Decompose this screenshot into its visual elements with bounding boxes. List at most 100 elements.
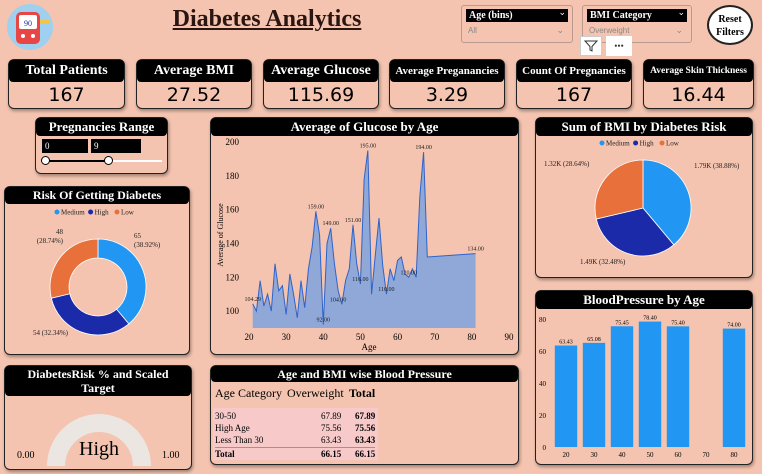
- kpi-label: Average Skin Thickness: [644, 60, 753, 82]
- bar: [666, 326, 690, 447]
- data-label: 75.40: [671, 320, 685, 326]
- data-label: 120.00: [400, 270, 417, 276]
- legend-label: High: [95, 209, 110, 217]
- kpi-value: 167: [48, 84, 85, 106]
- pregnancies-range-title: Pregnancies Range: [36, 118, 167, 136]
- x-tick-label: 30: [282, 332, 292, 342]
- x-tick-label: 70: [703, 451, 711, 459]
- x-tick-label: 80: [731, 451, 739, 459]
- filter-icon[interactable]: [580, 36, 602, 56]
- data-label: 116.00: [352, 277, 368, 283]
- y-tick-label: 80: [539, 316, 547, 324]
- table-row: High Age 75.56 75.56: [215, 423, 375, 433]
- page-title: Diabetes Analytics: [172, 6, 362, 32]
- table-cell: 75.56: [321, 423, 342, 433]
- kpi-label: Average BMI: [137, 60, 251, 82]
- table-row: 30-50 67.89 67.89: [215, 411, 375, 421]
- bp-bar-title: BloodPressure by Age: [536, 291, 752, 309]
- range-min-input[interactable]: 0: [42, 139, 88, 153]
- bar: [722, 328, 746, 447]
- x-tick-label: 50: [647, 451, 655, 459]
- reset-filters-button[interactable]: Reset Filters: [707, 5, 753, 45]
- y-tick-label: 40: [539, 380, 547, 388]
- kpi-value: 167: [555, 84, 593, 106]
- bmi-pie-title: Sum of BMI by Diabetes Risk: [536, 118, 752, 136]
- data-label: 63.43: [559, 340, 573, 346]
- bp-bar-card: BloodPressure by Age 0 20 40 60 80 20 63.43 30 6…: [535, 290, 753, 465]
- funnel-icon: [583, 40, 599, 52]
- data-label: 1.49K (32.48%): [580, 258, 626, 266]
- data-label: 110.00: [378, 287, 394, 293]
- range-slider-min-handle[interactable]: [41, 156, 50, 165]
- x-tick-label: 50: [356, 332, 366, 342]
- table-cell: 67.89: [355, 411, 376, 421]
- age-bins-slicer[interactable]: Age (bins) ⌄ All ⌄: [461, 5, 573, 43]
- table-total-row: Total 66.15 66.15: [215, 447, 375, 459]
- y-tick-label: 160: [226, 205, 240, 215]
- y-tick-label: 0: [543, 444, 547, 452]
- legend-marker: [633, 140, 639, 146]
- table-cell: 66.15: [355, 449, 376, 459]
- table-row: Less Than 30 63.43 63.43: [215, 435, 375, 445]
- glucose-area-card: Average of Glucose by Age 100 120 140 160 18…: [210, 117, 519, 355]
- y-tick-label: 60: [539, 348, 547, 356]
- legend-marker: [599, 140, 605, 146]
- table-cell: 63.43: [321, 435, 342, 445]
- glucometer-icon: 90: [7, 4, 53, 50]
- data-label: 65.08: [587, 337, 601, 343]
- x-tick-label: 90: [505, 332, 515, 342]
- gauge-value-label: High: [79, 438, 119, 460]
- bar: [582, 342, 606, 447]
- legend-marker: [659, 140, 665, 146]
- data-label: 92.00: [317, 318, 331, 324]
- table-header: Age Category Overweight Total: [215, 386, 385, 404]
- y-tick-label: 120: [226, 272, 240, 282]
- y-tick-label: 20: [539, 412, 547, 420]
- kpi-count-pregnancies: Count Of Pregnancies 167: [516, 59, 632, 109]
- x-tick-label: 70: [430, 332, 440, 342]
- table-cell: 63.43: [355, 435, 376, 445]
- table-col-overweight: Overweight: [287, 386, 344, 400]
- kpi-average-bmi: Average BMI 27.52: [136, 59, 252, 109]
- kpi-value: 27.52: [166, 84, 222, 106]
- series-line: [252, 150, 476, 325]
- bar: [554, 345, 578, 447]
- range-max-input[interactable]: 9: [91, 139, 141, 153]
- glucose-area-chart: 100 120 140 160 180 200 20 30 40 50 60 70 80 90 Age Ave…: [216, 137, 515, 352]
- data-label: 195.00: [360, 143, 377, 149]
- chevron-down-icon: ⌄: [558, 7, 566, 17]
- svg-text:90: 90: [24, 19, 32, 28]
- kpi-label: Total Patients: [9, 60, 124, 82]
- app-logo: 90: [4, 2, 56, 52]
- pie-slice: [49, 238, 99, 299]
- legend-label: Medium: [606, 140, 630, 148]
- gauge-title-line-2: Target: [81, 381, 115, 395]
- table-cell: 67.89: [321, 411, 342, 421]
- kpi-value: 16.44: [671, 84, 726, 106]
- kpi-value: 115.69: [287, 84, 355, 106]
- pie-slice: [97, 238, 147, 325]
- data-label: 48: [56, 228, 64, 236]
- table-cell: 75.56: [355, 423, 376, 433]
- bp-table-card: Age and BMI wise Blood Pressure Age Cate…: [210, 365, 519, 465]
- kpi-average-pregnancies: Average Preganancies 3.29: [389, 59, 505, 109]
- data-label: 159.00: [308, 204, 325, 210]
- range-slider-max-handle[interactable]: [104, 156, 113, 165]
- table-body: 30-50 67.89 67.89 High Age 75.56 75.56 L…: [213, 408, 378, 460]
- legend-label: Low: [121, 209, 135, 217]
- risk-donut-title: Risk Of Getting Diabetes: [5, 187, 189, 204]
- legend-label: Low: [666, 140, 680, 148]
- data-label: 78.40: [643, 316, 657, 322]
- age-bins-slicer-label: Age (bins): [466, 9, 568, 22]
- bmi-pie-chart: Medium High Low 1.79K (38.88%) 1.49K (32.48%…: [544, 140, 740, 267]
- y-axis-label: Average of Glucose: [216, 203, 225, 267]
- chevron-down-icon: ⌄: [675, 25, 683, 35]
- data-label: 194.00: [415, 145, 432, 151]
- x-axis-label: Age: [362, 342, 377, 352]
- risk-donut-card: Risk Of Getting Diabetes Medium High Low 65…: [4, 186, 190, 355]
- more-options-button[interactable]: •••: [606, 36, 632, 56]
- data-label: 65: [134, 232, 142, 240]
- table-cell: 30-50: [215, 411, 236, 421]
- pie-slice: [594, 159, 644, 220]
- table-cell: 66.15: [321, 449, 342, 459]
